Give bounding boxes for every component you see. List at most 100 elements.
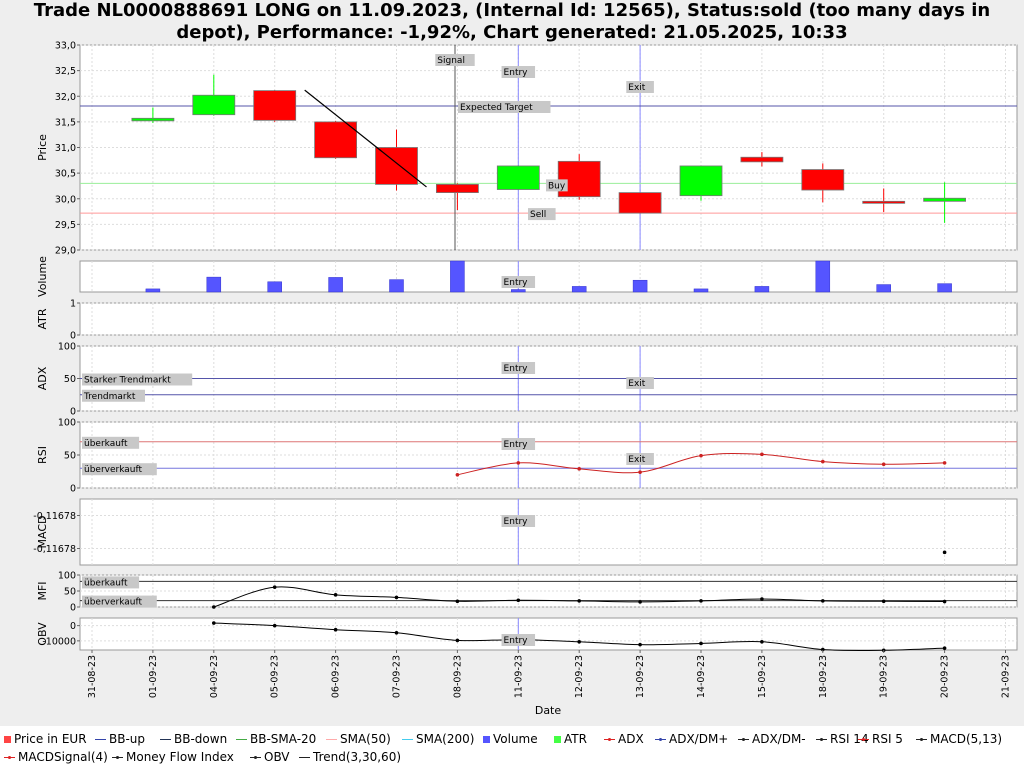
x-tick-label: 11-09-23 xyxy=(513,655,524,698)
expected-target-annotation: Expected Target xyxy=(460,103,533,113)
y-tick-label: 33,0 xyxy=(55,41,76,52)
sell-annotation: Sell xyxy=(530,210,546,220)
x-tick-label: 15-09-23 xyxy=(757,655,768,698)
sell-annotation-bg xyxy=(528,208,556,221)
y-tick-label: 30,5 xyxy=(55,169,76,180)
series-point xyxy=(455,638,460,643)
level-label-bg xyxy=(82,576,140,589)
legend-item: Money Flow Index xyxy=(112,750,234,764)
series-point xyxy=(516,461,521,465)
candle-body xyxy=(253,90,297,121)
y-tick-label: 30,0 xyxy=(55,194,76,205)
panel-7-plot-area xyxy=(79,617,1018,651)
volume-bar xyxy=(693,288,709,293)
series-point xyxy=(760,639,764,644)
series-point xyxy=(577,599,581,603)
y-tick-label: 31,5 xyxy=(55,117,76,128)
x-tick-label: 04-09-23 xyxy=(209,655,220,698)
legend-item: ATR xyxy=(554,732,587,746)
legend-item: BB-up xyxy=(95,732,145,746)
volume-bar xyxy=(876,284,891,293)
legend-item: ADX/DM- xyxy=(738,732,806,746)
legend-item: RSI 14 xyxy=(816,732,869,746)
legend-label: BB-up xyxy=(109,732,146,746)
series-point xyxy=(638,600,642,604)
series-point xyxy=(821,459,825,464)
y-axis-label: Price xyxy=(36,134,49,161)
y-tick-label: 100 xyxy=(58,571,76,582)
x-tick-label: 01-09-23 xyxy=(148,655,159,698)
series-point xyxy=(821,647,825,652)
series-point xyxy=(577,467,581,471)
legend-marker xyxy=(4,756,15,759)
legend-item: SMA(200) xyxy=(402,732,474,746)
y-tick-label: 32,0 xyxy=(55,92,76,103)
adx-entry-annotation-bg xyxy=(501,362,536,374)
series-point xyxy=(881,462,886,467)
legend-marker xyxy=(483,736,490,743)
level-label: überkauft xyxy=(84,439,128,449)
volume-bar xyxy=(754,286,770,293)
signal-annotation-bg xyxy=(435,54,475,66)
series-point xyxy=(942,646,947,650)
x-tick-label: 08-09-23 xyxy=(452,655,463,698)
y-tick-label: 50 xyxy=(64,587,76,598)
x-tick-label: 13-09-23 xyxy=(635,655,646,698)
x-tick-label: 06-09-23 xyxy=(331,655,342,698)
legend-item: Volume xyxy=(483,732,538,746)
legend-marker xyxy=(250,756,261,759)
chart-title-line-1: Trade NL0000888691 LONG on 11.09.2023, (… xyxy=(33,0,991,21)
legend-label: BB-SMA-20 xyxy=(250,732,317,746)
legend-marker xyxy=(299,757,310,758)
series-point xyxy=(333,593,338,597)
y-axis-label: Volume xyxy=(36,256,49,297)
volume-bar xyxy=(511,289,526,293)
y-tick-label: 0 xyxy=(70,603,76,614)
legend-marker xyxy=(160,739,171,740)
level-label: überverkauft xyxy=(84,598,143,608)
legend-label: RSI 5 xyxy=(872,732,903,746)
y-tick-label: 0 xyxy=(70,407,76,418)
series-point xyxy=(455,599,460,604)
x-tick-label: 18-09-23 xyxy=(818,655,829,698)
volume-entry-annotation-bg xyxy=(501,276,536,288)
level-label-bg xyxy=(82,463,157,476)
volume-bar xyxy=(450,260,465,293)
legend-item: OBV xyxy=(250,750,290,764)
legend-marker xyxy=(112,756,123,759)
legend-label: SMA(200) xyxy=(416,732,475,746)
series-point xyxy=(699,599,703,603)
series-point xyxy=(821,599,825,603)
volume-bar xyxy=(389,279,404,293)
series-point xyxy=(699,641,703,646)
rsi-entry-annotation: Entry xyxy=(504,440,529,450)
volume-bar xyxy=(937,283,952,293)
candle-body xyxy=(192,94,236,116)
adx-exit-annotation-bg xyxy=(626,377,654,389)
level-label: Starker Trendmarkt xyxy=(84,376,171,386)
expected-target-annotation-bg xyxy=(458,100,551,113)
entry-annotation-bg xyxy=(501,66,536,78)
series-point xyxy=(699,453,703,458)
y-tick-label: 1 xyxy=(70,299,76,310)
y-tick-label: 100 xyxy=(58,342,76,353)
series-point xyxy=(881,599,886,604)
y-tick-label: -0,11678 xyxy=(33,544,76,555)
series-point xyxy=(394,595,399,600)
series-point xyxy=(577,639,581,644)
trade-chart: 29,0 29,5 30,0 30,5 31,0 31,5 32,0 32,5 33,0 Pric… xyxy=(33,41,1018,717)
series-point xyxy=(942,461,947,465)
legend-item: Trend(3,30,60) xyxy=(299,750,401,764)
chart-legend: Price in EUR BB-up BB-down BB-SMA-20 SMA(50)… xyxy=(0,726,1024,768)
panel-1-plot-area xyxy=(79,260,1018,293)
y-axis-label: RSI xyxy=(36,446,49,464)
legend-label: ATR xyxy=(564,732,587,746)
legend-label: Money Flow Index xyxy=(126,750,234,764)
y-tick-label: 0 xyxy=(70,621,76,632)
legend-label: MACDSignal(4) xyxy=(18,750,108,764)
y-tick-label: 29,5 xyxy=(55,220,76,231)
series-point xyxy=(455,473,460,477)
y-axis-label: ADX xyxy=(36,366,49,390)
buy-annotation: Buy xyxy=(548,181,566,191)
legend-marker xyxy=(326,739,337,740)
